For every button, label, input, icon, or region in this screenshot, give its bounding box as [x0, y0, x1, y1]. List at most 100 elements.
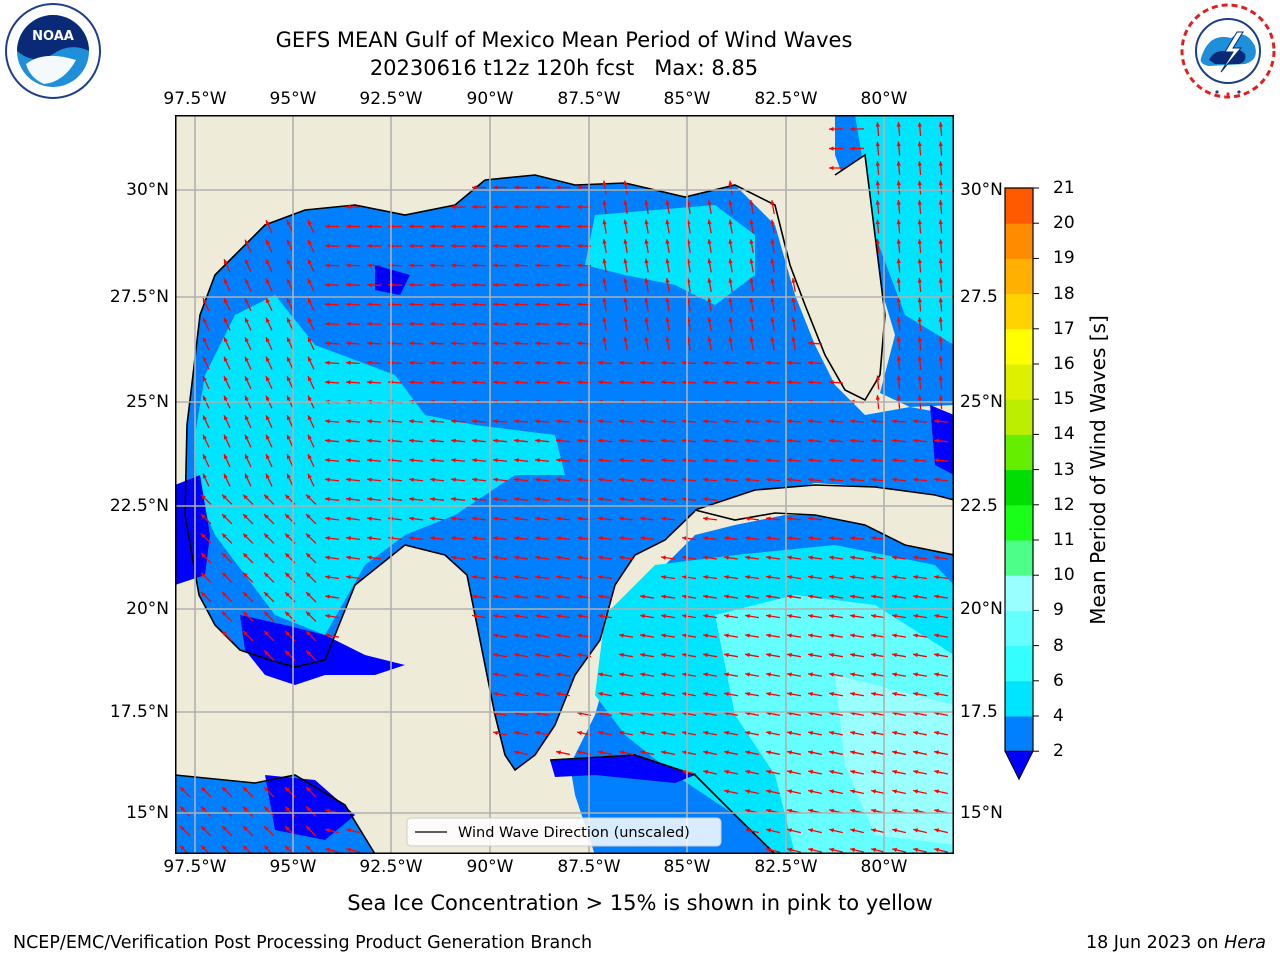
- wind-arrow-icon: [933, 477, 949, 482]
- wind-arrow-icon: [891, 477, 907, 482]
- wind-arrow-icon: [200, 572, 212, 583]
- wind-arrow-icon: [514, 750, 528, 756]
- wind-arrow-icon: [471, 516, 487, 521]
- wind-arrow-icon: [366, 516, 382, 521]
- wind-arrow-icon: [513, 224, 529, 229]
- wind-arrow-icon: [786, 594, 802, 599]
- wind-arrow-icon: [702, 594, 718, 599]
- wind-arrow-icon: [324, 613, 340, 619]
- wind-arrow-icon: [244, 297, 252, 312]
- wind-arrow-icon: [263, 572, 275, 583]
- wind-arrow-icon: [492, 652, 508, 658]
- wind-arrow-icon: [223, 336, 231, 351]
- colorbar-segment: [1005, 188, 1033, 224]
- wind-arrow-icon: [891, 691, 907, 697]
- wind-arrow-icon: [429, 536, 445, 541]
- wind-arrow-icon: [913, 750, 927, 756]
- wind-arrow-icon: [660, 477, 676, 482]
- wind-arrow-icon: [829, 789, 843, 795]
- wind-arrow-icon: [618, 516, 634, 521]
- wind-arrow-icon: [429, 321, 445, 327]
- wind-arrow-icon: [555, 691, 571, 697]
- wind-arrow-icon: [408, 477, 424, 482]
- wind-arrow-icon: [263, 806, 275, 817]
- wind-arrow-icon: [429, 224, 445, 229]
- wind-arrow-icon: [766, 847, 780, 853]
- wind-arrow-icon: [366, 380, 382, 385]
- wind-arrow-icon: [345, 458, 361, 463]
- colorbar-tick-label: 19: [1053, 248, 1075, 269]
- wind-arrow-icon: [707, 199, 712, 215]
- colorbar-tick-label: 14: [1053, 424, 1075, 445]
- wind-arrow-icon: [286, 356, 294, 370]
- wind-arrow-icon: [681, 633, 697, 638]
- wind-arrow-icon: [786, 536, 802, 541]
- wind-arrow-icon: [786, 419, 802, 424]
- wind-arrow-icon: [305, 591, 317, 603]
- wind-arrow-icon: [891, 419, 907, 424]
- wind-arrow-icon: [555, 516, 571, 521]
- wind-arrow-icon: [534, 613, 550, 619]
- wind-arrow-icon: [555, 613, 571, 619]
- wind-arrow-icon: [744, 419, 760, 424]
- wind-arrow-icon: [366, 263, 382, 268]
- wind-arrow-icon: [786, 613, 802, 619]
- wind-arrow-icon: [325, 828, 339, 834]
- wind-arrow-icon: [724, 730, 738, 736]
- wind-arrow-icon: [555, 419, 571, 424]
- wind-arrow-icon: [639, 536, 655, 541]
- wind-arrow-icon: [555, 574, 571, 580]
- wind-arrow-icon: [471, 555, 487, 560]
- wind-arrow-icon: [200, 825, 212, 837]
- wind-arrow-icon: [770, 297, 775, 312]
- map-panel[interactable]: Wind Wave Direction (unscaled): [175, 115, 954, 854]
- host-name: Hera: [1224, 933, 1266, 953]
- wind-arrow-icon: [786, 555, 802, 560]
- wind-arrow-icon: [765, 594, 781, 599]
- wind-arrow-icon: [471, 458, 487, 463]
- wind-arrow-icon: [492, 341, 508, 346]
- wind-arrow-icon: [513, 302, 529, 307]
- wind-arrow-icon: [623, 297, 628, 312]
- wind-arrow-icon: [723, 633, 739, 638]
- wind-arrow-icon: [807, 438, 823, 443]
- wind-arrow-icon: [749, 258, 754, 273]
- wind-arrow-icon: [244, 453, 252, 468]
- wind-arrow-icon: [345, 516, 361, 521]
- wind-arrow-icon: [917, 277, 922, 293]
- wind-arrow-icon: [305, 650, 317, 661]
- wind-arrow-icon: [202, 434, 210, 448]
- wind-arrow-icon: [938, 160, 943, 176]
- wind-arrow-icon: [555, 321, 571, 327]
- wind-arrow-icon: [765, 633, 781, 638]
- wind-arrow-icon: [602, 316, 607, 332]
- wind-arrow-icon: [639, 633, 655, 638]
- wind-arrow-icon: [265, 434, 273, 448]
- wind-arrow-icon: [602, 277, 607, 293]
- wind-arrow-icon: [471, 497, 487, 502]
- wind-arrow-icon: [618, 633, 634, 638]
- wind-arrow-icon: [221, 630, 233, 642]
- coastline-cuba: [694, 484, 954, 556]
- wind-arrow-icon: [492, 204, 508, 210]
- lat-label-left: 22.5°N: [109, 496, 169, 516]
- colorbar-segment: [1005, 399, 1033, 435]
- wind-arrow-icon: [450, 204, 466, 210]
- wind-arrow-icon: [786, 360, 802, 365]
- noaa-logo-text: NOAA: [32, 29, 74, 44]
- wind-arrow-icon: [807, 652, 823, 658]
- wind-arrow-icon: [513, 516, 529, 521]
- wind-arrow-icon: [723, 477, 739, 482]
- wind-arrow-icon: [745, 750, 759, 756]
- wind-arrow-icon: [366, 555, 382, 560]
- wind-arrow-icon: [534, 477, 550, 482]
- wind-arrow-icon: [765, 555, 781, 560]
- wind-arrow-icon: [938, 258, 943, 273]
- wind-arrow-icon: [849, 574, 865, 580]
- lon-label-bottom: 90°W: [466, 857, 514, 877]
- wind-arrow-icon: [623, 316, 628, 332]
- wind-arrow-icon: [307, 219, 315, 234]
- wind-arrow-icon: [305, 786, 317, 798]
- wind-arrow-icon: [938, 297, 943, 312]
- wind-arrow-icon: [555, 302, 571, 307]
